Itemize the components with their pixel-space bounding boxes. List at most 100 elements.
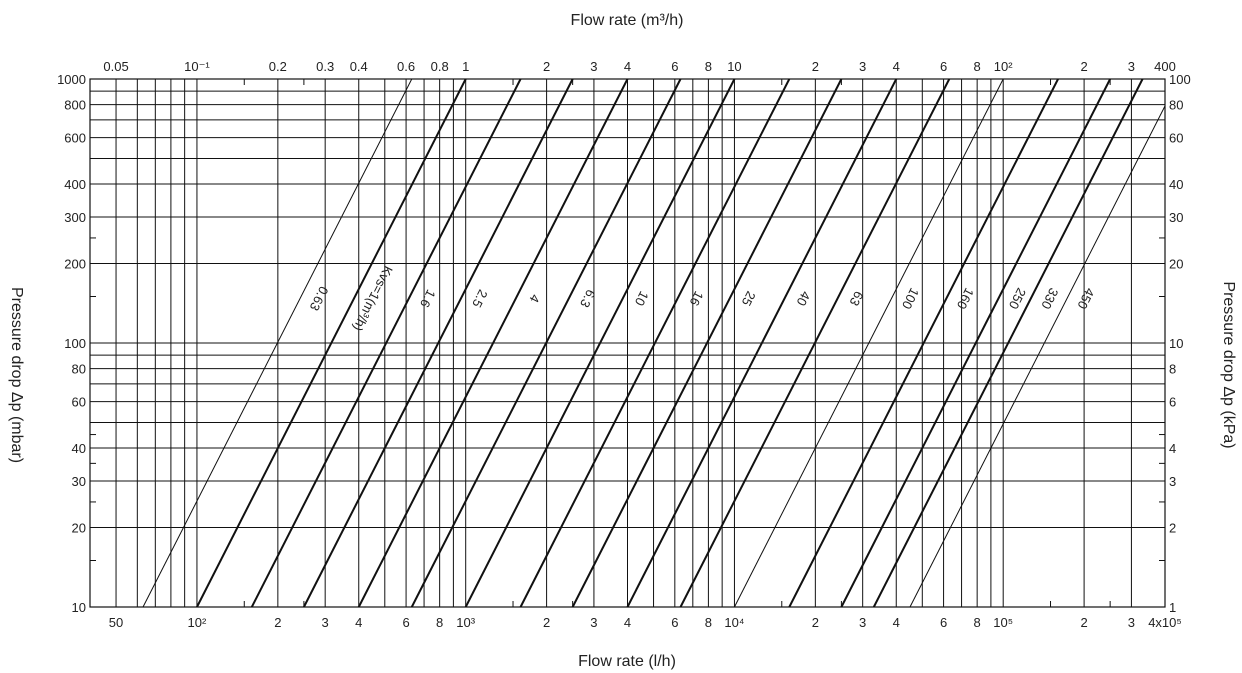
x-top-tick-label: 4: [893, 59, 900, 74]
x-bottom-tick-label: 4x10⁵: [1148, 615, 1182, 630]
x-top-tick-label: 8: [974, 59, 981, 74]
x-bottom-tick-label: 10⁴: [724, 615, 744, 630]
kvs-line-330: [872, 78, 1144, 608]
y-right-tick-label: 100: [1169, 72, 1191, 87]
y-left-tick-label: 200: [64, 257, 86, 272]
y-right-tick-label: 3: [1169, 474, 1176, 489]
kvs-line-16: [519, 78, 791, 608]
kvs-line-100: [734, 78, 1004, 608]
kvs-label-6.3: 6.3: [577, 287, 599, 310]
x-bottom-tick-label: 2: [274, 615, 281, 630]
x-bottom-tick-label: 10²: [188, 615, 207, 630]
x-bottom-tick-label: 8: [436, 615, 443, 630]
x-top-tick-label: 0.4: [350, 59, 368, 74]
x-top-tick-label: 6: [940, 59, 947, 74]
x-top-tick-label: 10⁻¹: [184, 59, 210, 74]
x-bottom-tick-label: 2: [812, 615, 819, 630]
kvs-labels: 0.63 Kvs=1(m³/h) 1.6 2.5 4 6.3 10 16 25 40 63 100 16…: [307, 263, 1098, 333]
y-left-tick-label: 300: [64, 210, 86, 225]
x-bottom-tick-label: 6: [671, 615, 678, 630]
kvs-label-4: 4: [526, 292, 543, 305]
x-bottom-tick-label: 10⁵: [993, 615, 1013, 630]
kvs-label-0.63: 0.63: [307, 284, 332, 313]
kvs-line-25: [571, 78, 843, 608]
x-bottom-tick-label: 3: [590, 615, 597, 630]
y-right-tick-label: 60: [1169, 131, 1183, 146]
x-top-tick-label: 3: [1128, 59, 1135, 74]
x-bottom-tick-label: 8: [705, 615, 712, 630]
y-left-tick-label: 30: [72, 474, 86, 489]
kvs-line-0.63: [142, 78, 413, 608]
x-top-tick-label: 2: [812, 59, 819, 74]
kvs-line-6.3: [410, 78, 682, 608]
y-right-axis-title: Pressure drop Δp (kPa): [1220, 281, 1237, 448]
y-left-axis-title: Pressure drop Δp (mbar): [8, 287, 25, 463]
kvs-label-16: 16: [687, 289, 707, 309]
kvs-label-25: 25: [739, 289, 759, 309]
y-right-tick-label: 8: [1169, 362, 1176, 377]
x-bottom-tick-label: 3: [322, 615, 329, 630]
x-top-tick-label: 6: [671, 59, 678, 74]
y-right-tick-label: 40: [1169, 177, 1183, 192]
kvs-label-10: 10: [632, 289, 652, 309]
kvs-label-2.5: 2.5: [469, 287, 491, 310]
x-top-tick-label: 2: [1080, 59, 1087, 74]
x-bottom-tick-label: 4: [355, 615, 362, 630]
kvs-line-4: [357, 78, 629, 608]
y-right-tick-label: 2: [1169, 521, 1176, 536]
kvs-label-450: 450: [1074, 285, 1097, 311]
kvs-line-10: [464, 78, 736, 608]
y-left-tick-label: 800: [64, 98, 86, 113]
x-bottom-tick-label: 4: [893, 615, 900, 630]
kvs-label-40: 40: [794, 289, 814, 309]
x-top-tick-label: 2: [543, 59, 550, 74]
x-bottom-tick-label: 50: [109, 615, 123, 630]
kvs-line-2.5: [303, 78, 574, 608]
plot-frame: [89, 78, 1166, 608]
kvs-label-Kvs=1(m³/h): Kvs=1(m³/h): [350, 263, 396, 333]
x-top-tick-label: 0.8: [431, 59, 449, 74]
kvs-line-250: [840, 78, 1112, 608]
kvs-line-160: [788, 78, 1059, 608]
x-bottom-tick-label: 8: [974, 615, 981, 630]
kvs-label-330: 330: [1038, 285, 1061, 311]
kvs-line-40: [626, 78, 898, 608]
x-top-tick-label: 1: [462, 59, 469, 74]
x-top-tick-label: 10²: [994, 59, 1013, 74]
x-bottom-tick-label: 3: [1128, 615, 1135, 630]
y-left-tick-label: 80: [72, 362, 86, 377]
x-top-tick-label: 8: [705, 59, 712, 74]
x-bottom-tick-label: 2: [543, 615, 550, 630]
x-bottom-tick-label: 3: [859, 615, 866, 630]
x-bottom-tick-label: 6: [940, 615, 947, 630]
y-left-tick-label: 60: [72, 395, 86, 410]
kvs-label-1.6: 1.6: [417, 287, 439, 310]
x-top-axis-title: Flow rate (m³/h): [571, 12, 684, 29]
kvs-line-Kvs=1(m³/h): [196, 78, 467, 608]
x-top-tick-label: 0.05: [103, 59, 128, 74]
kvs-line-1.6: [250, 78, 522, 608]
y-left-tick-label: 10: [72, 600, 86, 615]
tick-labels: 50 10² 2 3 4 6 8 10³ 2 3 4 6 8 10⁴ 2 3 4 6 8 10⁵ 2 3 4x10⁵ 0.05…: [57, 59, 1191, 630]
x-top-tick-label: 0.6: [397, 59, 415, 74]
kvs-lines: [142, 78, 1166, 608]
y-right-tick-label: 30: [1169, 210, 1183, 225]
x-bottom-axis-title: Flow rate (l/h): [578, 653, 676, 670]
y-right-tick-label: 80: [1169, 98, 1183, 113]
y-left-tick-label: 600: [64, 131, 86, 146]
kvs-line-450: [909, 105, 1166, 608]
y-left-tick-label: 100: [64, 336, 86, 351]
x-top-tick-label: 4: [624, 59, 631, 74]
y-right-tick-label: 20: [1169, 257, 1183, 272]
y-right-tick-label: 1: [1169, 600, 1176, 615]
x-top-tick-label: 3: [590, 59, 597, 74]
x-top-tick-label: 3: [859, 59, 866, 74]
y-right-tick-label: 10: [1169, 336, 1183, 351]
y-right-tick-label: 4: [1169, 441, 1176, 456]
x-bottom-tick-label: 6: [402, 615, 409, 630]
y-left-tick-label: 40: [72, 441, 86, 456]
x-top-tick-label: 0.3: [316, 59, 334, 74]
y-left-tick-label: 20: [72, 521, 86, 536]
kvs-label-160: 160: [954, 285, 977, 311]
